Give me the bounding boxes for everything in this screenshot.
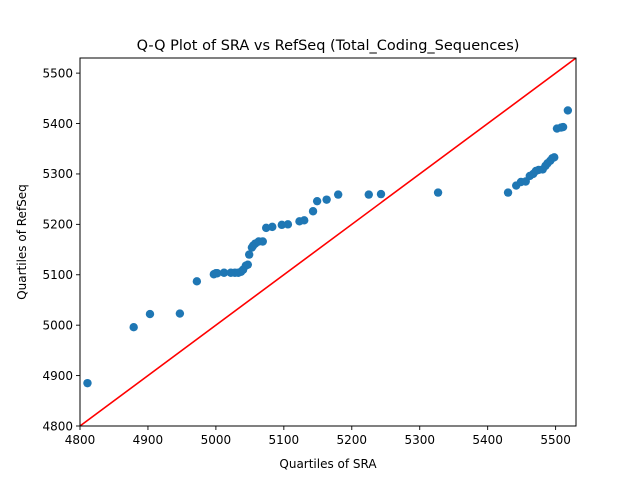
data-point [175,309,185,318]
data-point [433,188,443,197]
reference-line [80,58,576,426]
data-point [268,222,277,232]
x-tick-label: 5100 [269,433,300,447]
data-point [145,309,155,319]
chart-title: Q-Q Plot of SRA vs RefSeq (Total_Coding_… [137,38,520,54]
data-point [219,268,229,277]
plot-frame [79,57,577,427]
data-point [283,220,293,229]
data-point [129,322,138,332]
data-point [503,188,513,197]
data-point [308,207,318,216]
data-point [277,220,286,230]
y-tick-label: 5100 [42,268,73,282]
data-point [83,378,92,388]
y-tick-label: 5000 [42,318,73,332]
data-point [300,216,309,225]
data-point [333,190,343,199]
x-axis: 4800 4900 5000 5100 5200 5300 5400 5500 [65,426,571,447]
data-point [258,237,267,246]
x-tick-label: 5300 [404,433,435,447]
data-point [563,106,573,115]
x-tick-label: 4800 [65,433,96,447]
y-axis-label: Quartiles of RefSeq [15,184,29,300]
data-point [322,195,331,204]
y-tick-label: 4900 [42,369,73,383]
data-point [192,277,202,286]
data-point [312,196,322,206]
data-point [376,189,386,199]
x-tick-label: 5400 [472,433,503,447]
y-tick-label: 5300 [42,167,73,181]
x-axis-label: Quartiles of SRA [279,457,377,471]
scatter-points [83,106,573,388]
y-tick-label: 5400 [42,117,73,131]
data-point [550,153,559,162]
data-point [213,269,222,278]
x-tick-label: 5500 [540,433,571,447]
data-point [558,122,568,132]
y-tick-label: 5500 [42,66,73,80]
y-tick-label: 4800 [42,419,73,433]
data-point [244,250,254,259]
x-tick-label: 4900 [133,433,164,447]
y-tick-label: 5200 [42,218,73,232]
y-axis: 4800 4900 5000 5100 5200 5300 5400 5500 [42,66,80,433]
data-point [364,190,373,199]
x-tick-label: 5000 [201,433,232,447]
data-point [243,260,253,269]
x-tick-label: 5200 [337,433,368,447]
reference-line-group [80,58,576,426]
